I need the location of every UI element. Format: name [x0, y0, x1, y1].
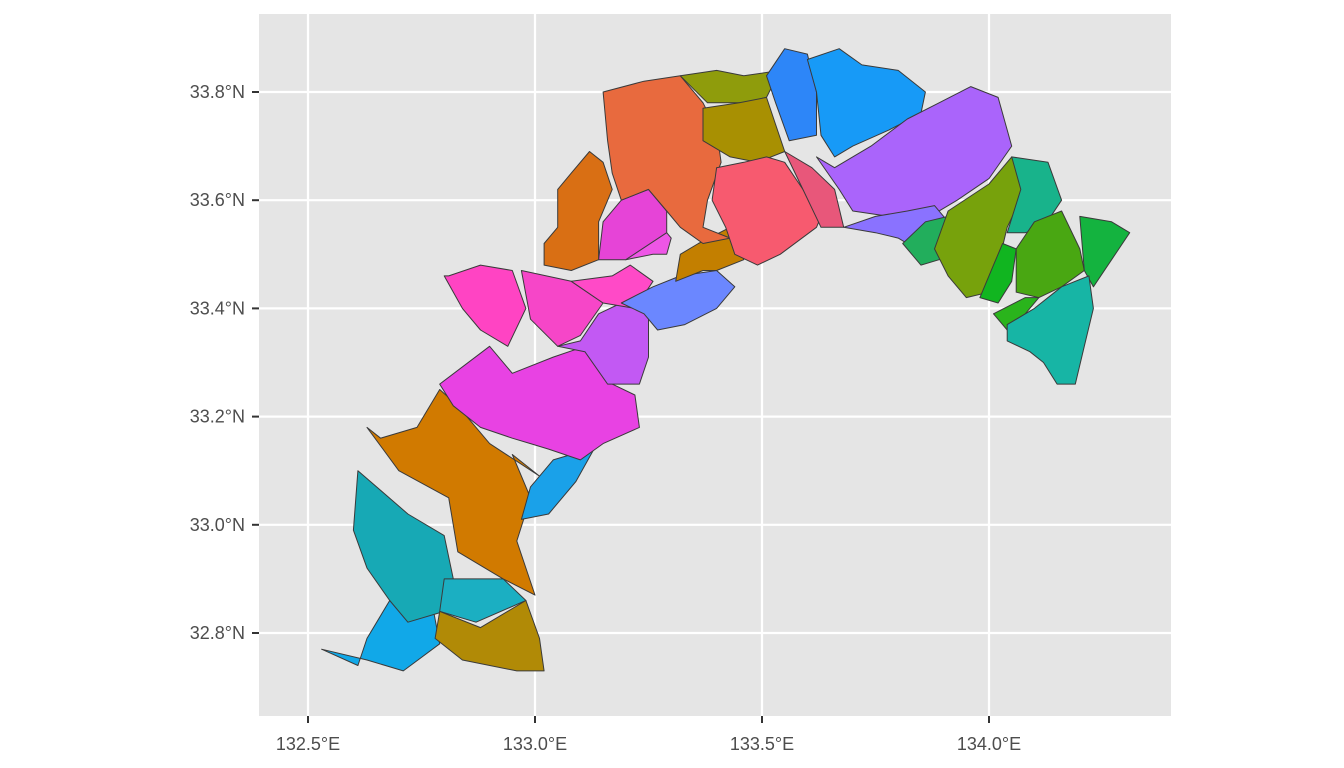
region-polygon: [352, 470, 454, 623]
y-tick-label: 33.6°N: [190, 190, 245, 210]
y-tick-label: 33.0°N: [190, 515, 245, 535]
y-tick-label: 33.8°N: [190, 82, 245, 102]
region-polygon: [993, 297, 1040, 331]
region-polygon: [439, 578, 527, 623]
y-tick-label: 32.8°N: [190, 623, 245, 643]
region-polygon: [434, 600, 545, 672]
x-tick-label: 133.5°E: [730, 734, 794, 754]
region-polygon: [602, 75, 731, 244]
region-polygon: [557, 302, 649, 385]
x-axis: 132.5°E 133.0°E 133.5°E 134.0°E: [276, 716, 1021, 754]
region-polygons: [321, 48, 1131, 672]
region-polygon: [366, 389, 540, 596]
region-polygon: [439, 345, 640, 461]
y-tick-label: 33.2°N: [190, 407, 245, 427]
x-tick-label: 134.0°E: [957, 734, 1021, 754]
region-polygon: [816, 86, 1013, 223]
region-polygon: [620, 270, 736, 331]
region-polygon: [443, 264, 527, 347]
x-tick-label: 133.0°E: [503, 734, 567, 754]
y-tick-label: 33.4°N: [190, 298, 245, 318]
region-polygon: [1079, 215, 1131, 288]
region-polygon: [711, 156, 822, 266]
region-polygon: [766, 48, 817, 142]
y-axis: 32.8°N 33.0°N 33.2°N 33.4°N 33.6°N 33.8°N: [190, 82, 259, 643]
x-tick-label: 132.5°E: [276, 734, 340, 754]
region-polygon: [1006, 275, 1094, 385]
region-polygon: [543, 151, 613, 271]
